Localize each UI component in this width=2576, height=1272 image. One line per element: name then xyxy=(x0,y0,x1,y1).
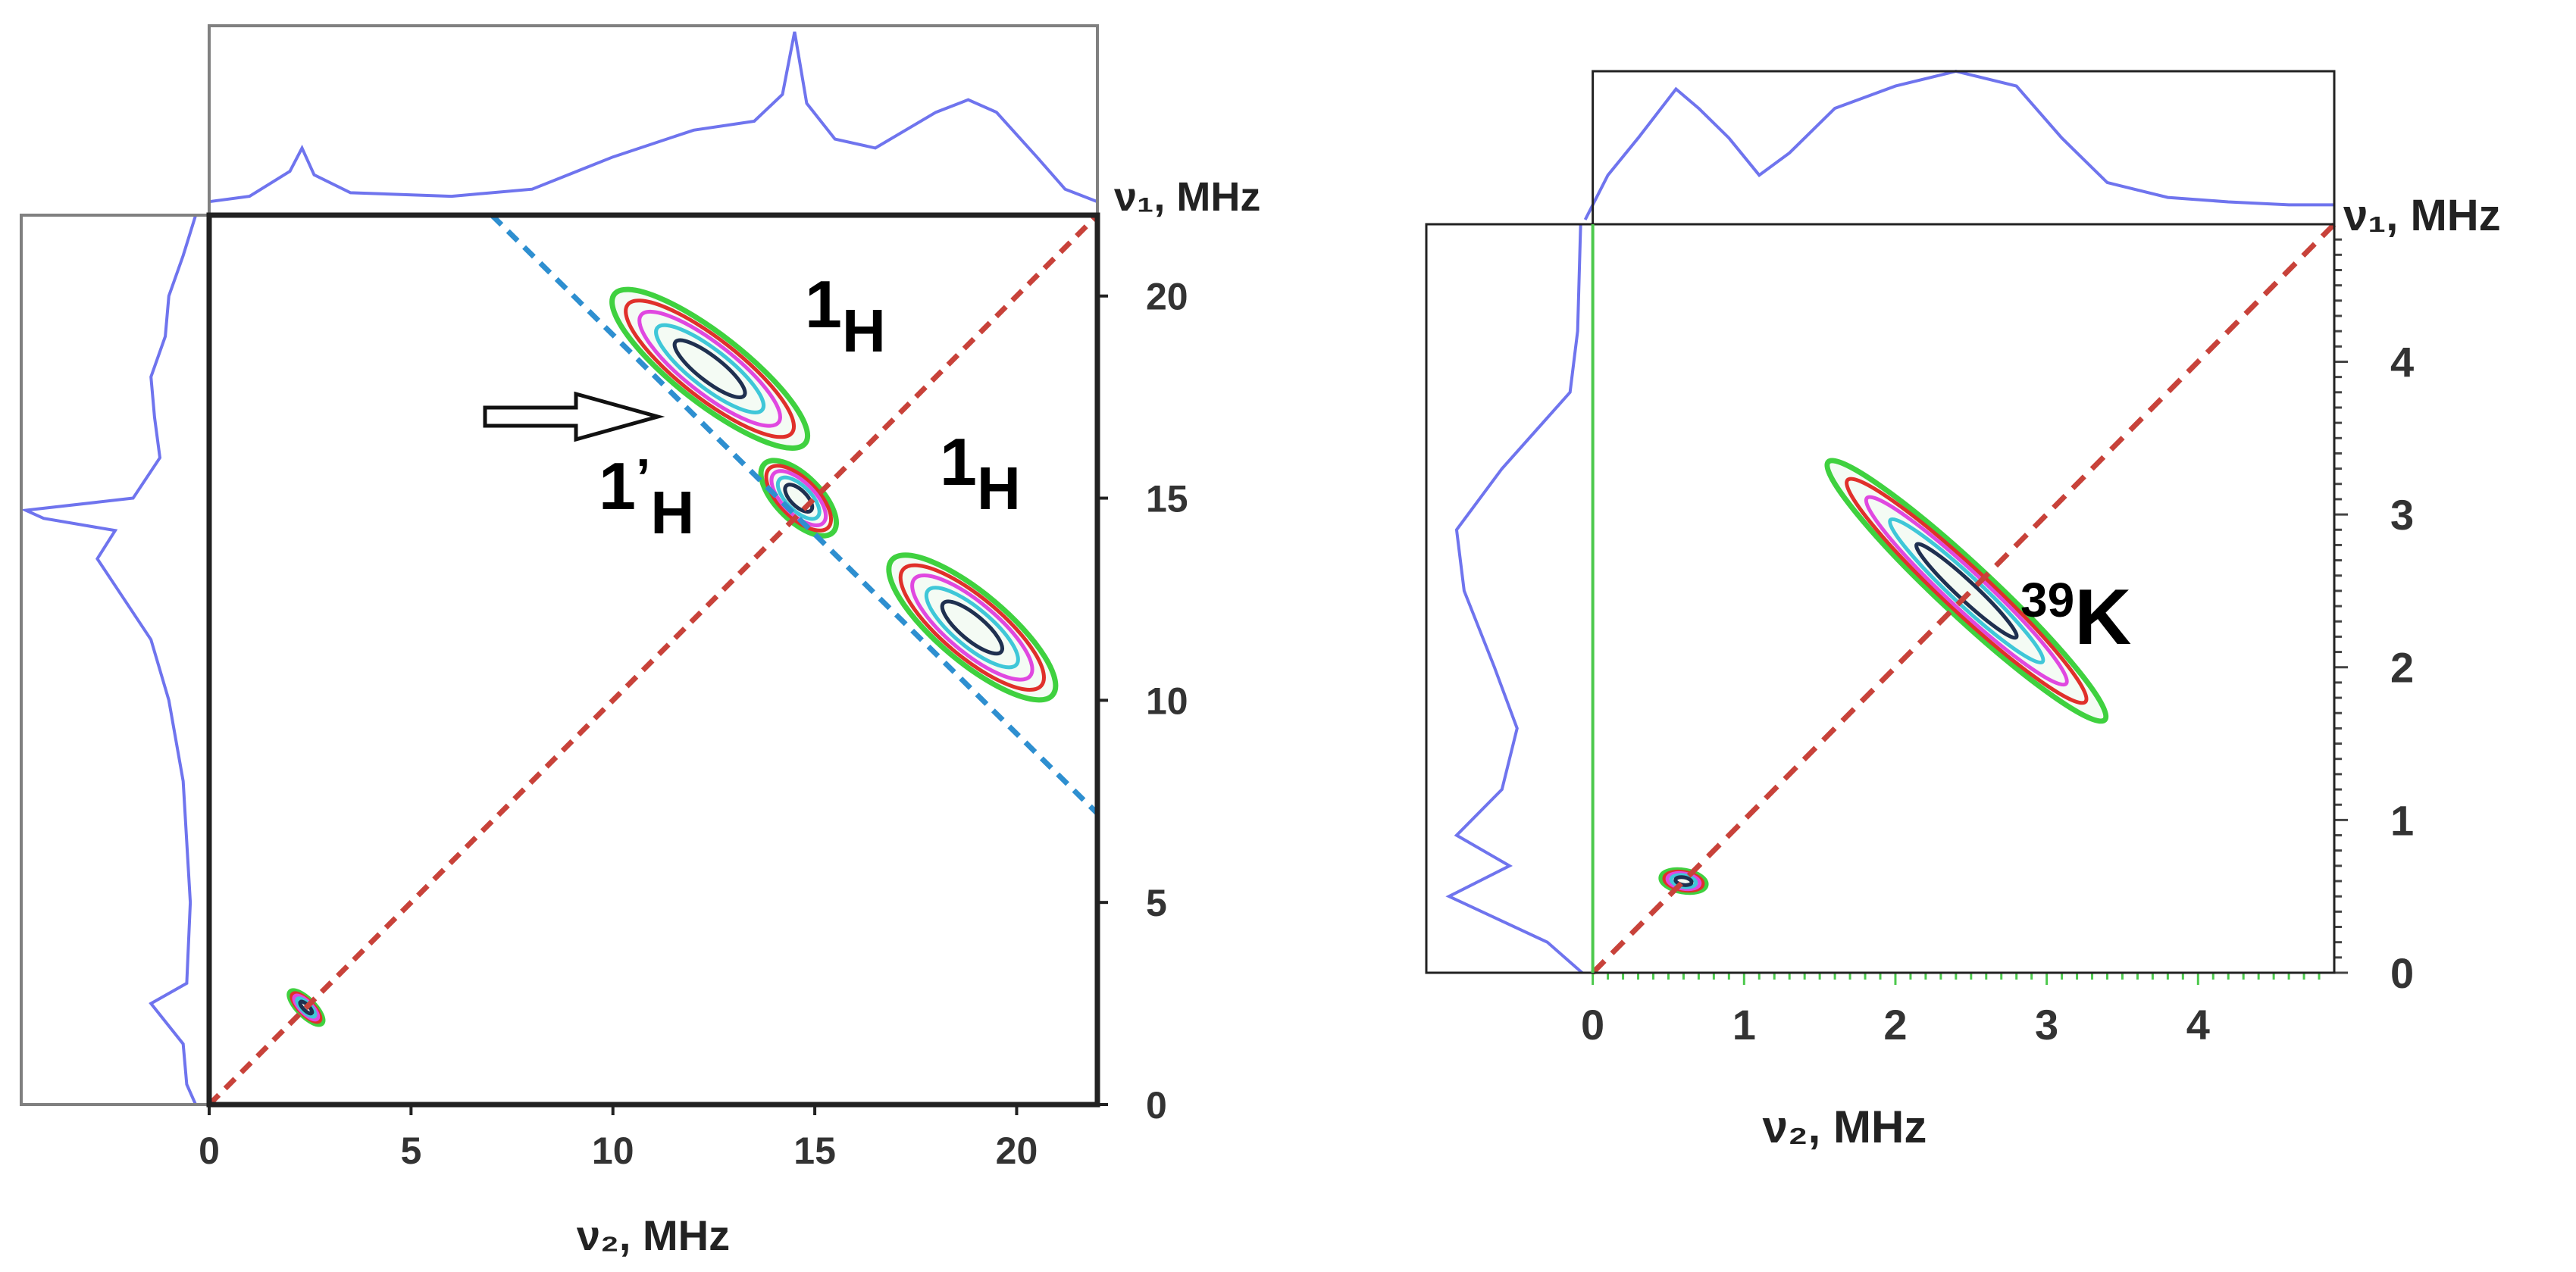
left-peak-1h-prime-contour-0 xyxy=(758,458,840,539)
left-label-1h-prime-element: H xyxy=(650,479,694,546)
left-antidiagonal-line xyxy=(490,213,1100,816)
right-side-projection-trace xyxy=(1445,223,1583,974)
left-y-tick-label: 10 xyxy=(1146,680,1188,722)
right-y-tick-label: 4 xyxy=(2390,338,2414,386)
right-x-axis-label: ν₂, MHz xyxy=(1763,1102,1927,1152)
left-peak-1h-lower-contour-2 xyxy=(910,573,1034,682)
left-y-axis-label: ν₁, MHz xyxy=(1114,174,1260,220)
right-y-tick-label: 1 xyxy=(2390,796,2414,844)
left-peak-1h-lower-contour-4 xyxy=(940,599,1004,656)
right-y-tick-label: 2 xyxy=(2390,644,2414,692)
right-label-39k: 39K xyxy=(2020,573,2131,661)
left-peak-1h-upper-contour-0 xyxy=(609,286,811,451)
left-label-1h-upper: 1H xyxy=(805,267,886,364)
right-peak-39k-contour-2 xyxy=(1864,495,2069,687)
left-x-tick-label: 20 xyxy=(996,1130,1038,1172)
right-peak-39k-contour-3 xyxy=(1888,517,2045,665)
left-label-1h-prime: 1’H xyxy=(599,448,694,546)
right-x-tick-label: 3 xyxy=(2035,1001,2058,1049)
left-projections xyxy=(20,31,1098,1105)
left-y-tick-label: 15 xyxy=(1146,478,1188,520)
left-side-projection-frame xyxy=(20,214,211,1106)
left-peak-1h-upper-contour-3 xyxy=(654,323,766,414)
right-peak-low-contour-3 xyxy=(1669,873,1698,889)
left-label-1h-lower-number: 1 xyxy=(940,424,977,499)
left-label-1h-lower: 1H xyxy=(940,424,1021,522)
right-peak-39k-contour-1 xyxy=(1845,477,2089,705)
left-x-axis-label: ν₂, MHz xyxy=(577,1211,730,1259)
left-peak-1h-lower-contour-1 xyxy=(898,563,1046,692)
left-peak-1h-lower-contour-3 xyxy=(924,586,1020,670)
right-label-39k-mass: 39 xyxy=(2020,573,2074,627)
right-x-tick-label: 1 xyxy=(1732,1001,1756,1049)
left-x-tick-label: 15 xyxy=(793,1130,836,1172)
left-reference-lines xyxy=(207,213,1100,1107)
right-top-projection-trace xyxy=(1583,69,2334,220)
left-plot-frame xyxy=(206,212,1100,1108)
right-peak-low-contour-4 xyxy=(1673,875,1694,887)
left-annotation-arrow xyxy=(483,391,665,442)
right-y-tick-label: 3 xyxy=(2390,491,2414,539)
left-label-1h-prime-number: 1 xyxy=(599,448,636,523)
left-ticks: 0 5 10 15 20 0 5 10 15 20 xyxy=(199,276,1188,1172)
right-y-axis-label: ν₁, MHz xyxy=(2343,191,2501,240)
left-peak-1h-upper-contour-1 xyxy=(624,298,797,439)
left-y-tick-label: 0 xyxy=(1146,1084,1167,1127)
right-x-tick-label: 4 xyxy=(2186,1001,2210,1049)
right-x-tick-label: 0 xyxy=(1581,1001,1604,1049)
right-contours xyxy=(1658,458,2109,895)
left-label-1h-upper-number: 1 xyxy=(805,267,842,342)
left-x-tick-label: 0 xyxy=(199,1130,220,1172)
right-x-tick-label: 2 xyxy=(1883,1001,1907,1049)
right-peak-labels: 39K xyxy=(2020,573,2131,661)
right-projections xyxy=(1445,69,2334,974)
left-label-1h-upper-element: H xyxy=(842,297,886,364)
right-y-tick-label: 0 xyxy=(2390,949,2414,997)
left-x-tick-label: 10 xyxy=(592,1130,634,1172)
left-label-1h-prime-prime: ’ xyxy=(636,448,650,507)
left-y-tick-label: 20 xyxy=(1146,276,1188,318)
left-contours xyxy=(286,286,1059,1027)
left-y-tick-label: 5 xyxy=(1146,882,1167,924)
right-label-39k-element: K xyxy=(2074,573,2131,661)
left-peak-1h-prime-contour-1 xyxy=(764,464,834,533)
left-diagonal-line xyxy=(207,213,1100,1107)
left-peak-1h-upper-contour-2 xyxy=(637,309,782,428)
left-top-projection-frame xyxy=(208,24,1099,217)
left-side-projection-trace xyxy=(20,214,198,1105)
left-peak-1h-prime-contour-4 xyxy=(783,483,815,514)
left-x-tick-label: 5 xyxy=(400,1130,421,1172)
right-peak-39k-contour-0 xyxy=(1824,458,2109,724)
right-peak-39k-contour-4 xyxy=(1914,542,2019,640)
right-reference-lines xyxy=(1591,222,2337,975)
left-label-1h-lower-element: H xyxy=(977,455,1021,522)
left-top-projection-trace xyxy=(208,31,1098,204)
left-peak-1h-lower-contour-0 xyxy=(886,552,1059,703)
left-peak-1h-upper-contour-4 xyxy=(672,338,747,399)
right-hyscore-panel: 0 1 2 3 4 0 1 2 3 4 39K ν₂, MHz ν₁, MHz xyxy=(1425,69,2501,1152)
right-plot-frame xyxy=(1425,223,2336,974)
right-diagonal-line xyxy=(1591,222,2337,975)
